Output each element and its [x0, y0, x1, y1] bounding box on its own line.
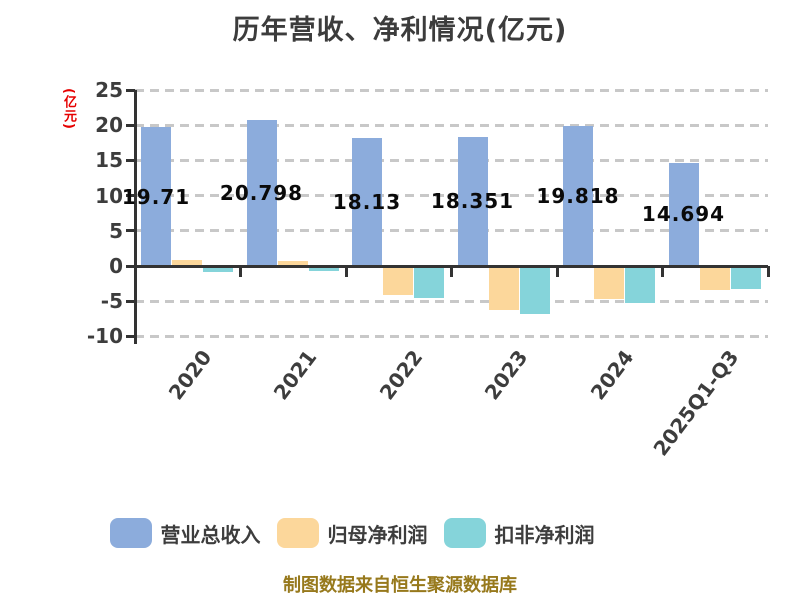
gridline [135, 123, 768, 127]
bar-net-profit-attributable [594, 266, 624, 300]
value-label: 19.71 [121, 184, 191, 209]
x-tick-label: 2020 [163, 345, 217, 405]
gridline [135, 158, 768, 162]
legend-label: 营业总收入 [160, 522, 261, 547]
y-tick-label: 15 [95, 148, 123, 173]
value-label: 18.351 [430, 189, 515, 214]
legend: 营业总收入 归母净利润 扣非净利润 [0, 518, 752, 548]
plot-area: 25 20 15 10 5 0 -5 -10 19.71 20.798 18.13 18.351 19.… [87, 78, 770, 348]
y-tick-mark [126, 88, 135, 92]
x-tick-mark [661, 266, 664, 277]
bar-total-revenue [563, 126, 593, 266]
bar-net-profit-deducted [308, 266, 339, 271]
x-tick-label: 2024 [585, 345, 639, 405]
y-tick-label: 10 [95, 183, 123, 208]
y-tick-label: -10 [86, 324, 123, 349]
bar-total-revenue [457, 136, 488, 266]
legend-swatch [109, 518, 152, 548]
gridline [135, 88, 768, 92]
bar-total-revenue [352, 138, 382, 266]
x-tick-mark [555, 266, 559, 277]
bar-net-profit-deducted [625, 266, 655, 304]
y-tick-label: -5 [100, 289, 123, 314]
x-tick-mark [344, 266, 348, 277]
y-tick-label: 5 [109, 218, 123, 243]
bar-total-revenue [668, 162, 699, 266]
y-tick-mark [126, 123, 135, 127]
y-tick-label: 25 [95, 78, 123, 102]
x-tick-label: 2021 [268, 345, 322, 405]
value-label: 18.13 [332, 190, 402, 215]
bar-net-profit-attributable [699, 266, 730, 290]
gridline [135, 194, 768, 198]
value-label: 19.818 [536, 184, 620, 209]
legend-item: 扣非净利润 [443, 518, 595, 548]
legend-label: 扣非净利润 [494, 522, 595, 547]
value-label: 14.694 [641, 202, 726, 227]
bar-net-profit-attributable [277, 261, 308, 266]
chart-footer: 制图数据来自恒生聚源数据库 [283, 575, 517, 596]
bar-net-profit-attributable [172, 259, 202, 266]
x-tick-mark [766, 266, 770, 277]
x-tick-mark [239, 266, 242, 277]
value-label: 20.798 [219, 180, 304, 205]
x-tick-label: 2022 [374, 345, 428, 405]
bar-net-profit-attributable [383, 266, 413, 295]
x-axis-labels: 2020 2021 2022 2023 2024 2025Q1-Q3 [135, 345, 768, 476]
bar-net-profit-deducted [730, 266, 761, 289]
legend-swatch [443, 518, 486, 548]
y-tick-mark [126, 194, 135, 198]
bar-total-revenue [246, 119, 277, 266]
y-tick-mark [126, 264, 135, 268]
legend-label: 归母净利润 [327, 522, 428, 547]
y-axis-unit-label: (亿元) [61, 88, 76, 130]
bar-net-profit-deducted [519, 266, 550, 314]
y-tick-mark [126, 158, 135, 162]
gridline [135, 299, 768, 303]
y-axis-line [133, 90, 137, 345]
legend-item: 归母净利润 [276, 518, 428, 548]
legend-swatch [276, 518, 319, 548]
bar-net-profit-deducted [203, 266, 233, 272]
x-tick-label: 2023 [479, 345, 533, 405]
x-tick-mark [450, 266, 453, 277]
gridline [135, 229, 768, 233]
y-tick-mark [126, 334, 135, 338]
y-tick-label: 0 [109, 254, 123, 278]
bar-total-revenue [141, 127, 171, 266]
y-tick-mark [126, 229, 135, 233]
y-tick-mark [126, 299, 135, 303]
bar-net-profit-attributable [488, 266, 519, 310]
chart-title: 历年营收、净利情况(亿元) [232, 15, 568, 46]
bar-net-profit-deducted [414, 266, 444, 299]
gridline [135, 334, 768, 338]
legend-item: 营业总收入 [109, 518, 261, 548]
y-tick-label: 20 [95, 113, 123, 138]
x-tick-label: 2025Q1-Q3 [648, 345, 744, 461]
